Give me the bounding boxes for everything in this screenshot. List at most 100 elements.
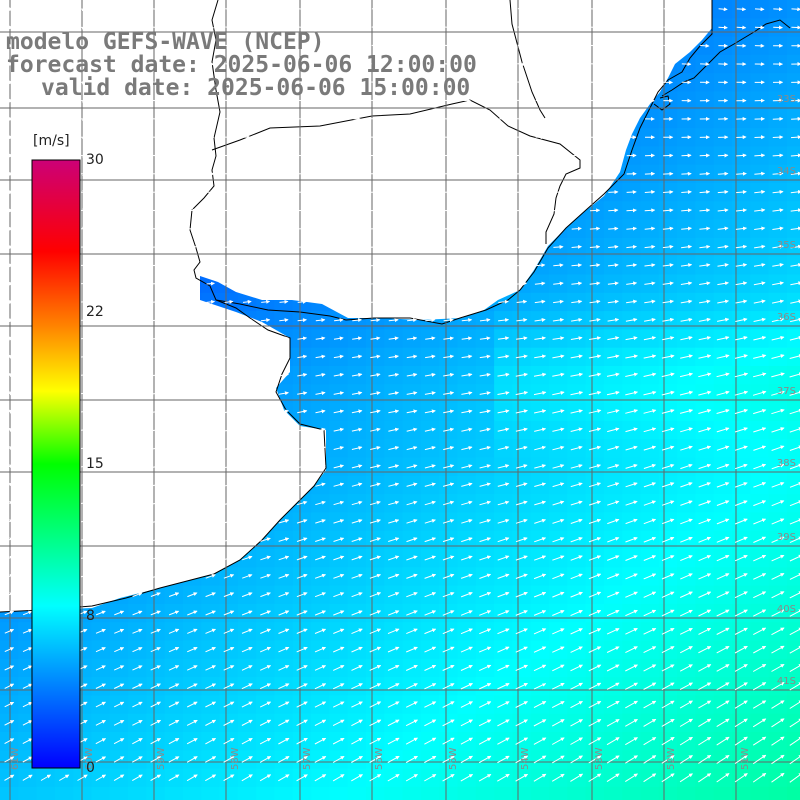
wind-arrow (627, 25, 637, 30)
wind-arrow (644, 190, 656, 195)
wind-arrow (133, 281, 142, 286)
wind-arrow (681, 190, 692, 195)
wind-arrow (498, 244, 509, 249)
wind-arrow (133, 245, 142, 250)
wind-arrow (663, 171, 674, 176)
wind-arrow (279, 281, 289, 286)
wind-cell (201, 786, 221, 800)
wind-arrow (608, 25, 618, 30)
wind-arrow (480, 244, 491, 249)
lat-label: 41S (777, 676, 796, 687)
wind-arrow (24, 263, 32, 268)
wind-cell (786, 640, 800, 660)
wind-cell (91, 786, 111, 800)
wind-cell (786, 549, 800, 568)
wind-arrow (516, 263, 527, 268)
wind-arrow (699, 171, 711, 176)
wind-arrow (353, 43, 361, 48)
wind-cell (732, 786, 751, 800)
wind-arrow (645, 43, 655, 48)
wind-arrow (407, 244, 417, 249)
lat-label: 34S (777, 166, 796, 177)
wind-arrow (261, 263, 270, 268)
wind-arrow (663, 7, 673, 12)
wind-arrow (627, 62, 637, 67)
wind-arrow (773, 7, 783, 12)
wind-cell (18, 786, 38, 800)
wind-arrow (243, 281, 252, 286)
lon-label: 53W (594, 747, 605, 770)
wind-arrow (718, 7, 728, 12)
wind-arrow (499, 62, 508, 67)
wind-cell (146, 786, 166, 800)
wind-cell (658, 786, 678, 800)
wind-arrow (718, 25, 728, 30)
wind-arrow (315, 281, 326, 286)
wind-arrow (572, 80, 582, 85)
wind-cell (786, 439, 800, 459)
wind-arrow (644, 208, 656, 213)
wind-arrow (590, 43, 600, 48)
wind-cell (475, 786, 495, 800)
lon-label: 59W (156, 747, 167, 770)
wind-cell (530, 786, 550, 800)
wind-arrow (24, 80, 32, 85)
wind-arrow (791, 116, 800, 121)
valid-date: valid date: 2025-06-06 15:00:00 (41, 75, 471, 101)
wind-cell (786, 567, 800, 587)
wind-cell (768, 786, 788, 800)
wind-arrow (553, 208, 564, 213)
wind-arrow (499, 116, 508, 121)
wind-arrow (279, 263, 289, 268)
wind-arrow (389, 116, 398, 121)
wind-arrow (516, 244, 527, 249)
wind-cell (786, 786, 800, 800)
wind-arrow (681, 25, 692, 30)
wind-arrow (443, 244, 454, 249)
wind-cell (54, 786, 74, 800)
lon-label: 55W (448, 747, 459, 770)
wind-arrow (371, 43, 380, 48)
wind-cell (237, 786, 257, 800)
wind-cell (164, 786, 184, 800)
wind-cell (567, 786, 587, 800)
lat-label: 37S (777, 386, 796, 397)
wind-arrow (736, 25, 747, 30)
wind-arrow (480, 98, 490, 103)
wind-arrow (151, 245, 160, 250)
wind-arrow (115, 263, 124, 268)
wind-cell (786, 750, 800, 770)
wind-cell (585, 786, 605, 800)
wind-arrow (151, 281, 160, 286)
wind-arrow (554, 62, 563, 67)
wind-arrow (499, 80, 508, 85)
wind-cell (329, 786, 349, 800)
wind-arrow (590, 62, 600, 67)
wind-arrow (170, 281, 179, 286)
wind-arrow (791, 7, 800, 12)
wind-arrow (5, 281, 14, 286)
wind-cell (695, 786, 715, 800)
wind-arrow (553, 80, 563, 85)
colorbar (31, 159, 81, 769)
wind-arrow (626, 190, 637, 195)
wind-cell (292, 786, 312, 800)
wind-arrow (407, 116, 417, 121)
colorbar-tick-0: 0 (86, 760, 95, 776)
colorbar-unit: [m/s] (33, 133, 70, 149)
wind-cell (183, 786, 202, 800)
wind-arrow (24, 98, 32, 103)
wind-arrow (608, 43, 618, 48)
model-title: modelo GEFS-WAVE (NCEP) (6, 29, 325, 55)
wind-arrow (590, 190, 601, 195)
wind-cell (0, 786, 19, 800)
lon-label: 61W (10, 747, 21, 770)
wind-arrow (535, 80, 545, 85)
wind-arrow (97, 281, 105, 286)
wind-arrow (23, 299, 32, 304)
wind-arrow (481, 80, 490, 85)
colorbar-tick-8: 8 (86, 608, 95, 624)
wind-arrow (407, 263, 417, 268)
wind-cell (384, 786, 404, 800)
